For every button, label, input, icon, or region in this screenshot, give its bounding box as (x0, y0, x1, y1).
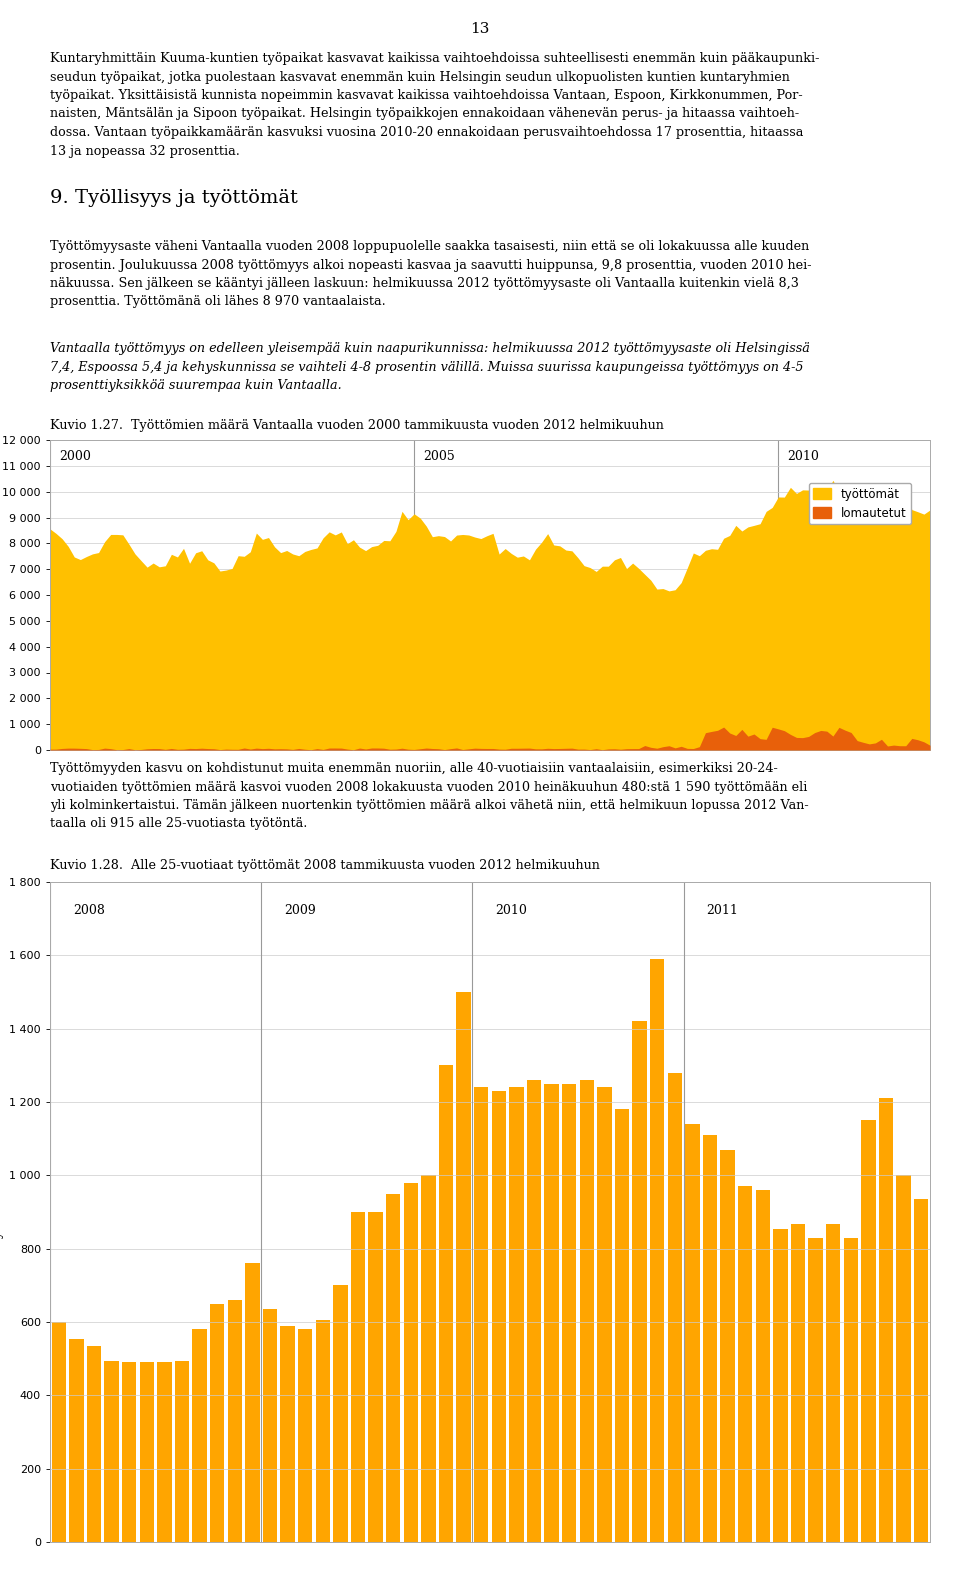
Bar (369, 1212, 383, 1542)
Bar (756, 1190, 770, 1542)
Bar (527, 1080, 541, 1542)
Bar (791, 1223, 805, 1542)
Bar (614, 1110, 629, 1542)
Bar (350, 1212, 365, 1542)
Text: Työttömyysaste väheni Vantaalla vuoden 2008 loppupuolelle saakka tasaisesti, nii: Työttömyysaste väheni Vantaalla vuoden 2… (50, 240, 811, 308)
Bar (492, 1091, 506, 1542)
Bar (386, 1193, 400, 1542)
Bar (245, 1264, 259, 1542)
Bar (633, 1022, 647, 1542)
Bar (210, 1303, 225, 1542)
Bar (316, 1320, 330, 1542)
Bar (562, 1083, 576, 1542)
Text: Kuvio 1.27.  Työttömien määrä Vantaalla vuoden 2000 tammikuusta vuoden 2012 helm: Kuvio 1.27. Työttömien määrä Vantaalla v… (50, 419, 664, 432)
Bar (139, 1363, 154, 1542)
Bar (175, 1361, 189, 1542)
Bar (650, 959, 664, 1542)
Y-axis label: työttömiä: työttömiä (0, 1182, 4, 1242)
Bar (86, 1345, 101, 1542)
Bar (439, 1066, 453, 1542)
Text: Kuvio 1.28.  Alle 25-vuotiaat työttömät 2008 tammikuusta vuoden 2012 helmikuuhun: Kuvio 1.28. Alle 25-vuotiaat työttömät 2… (50, 859, 600, 871)
Bar (192, 1330, 206, 1542)
Bar (456, 992, 470, 1542)
Bar (861, 1121, 876, 1542)
Bar (580, 1080, 594, 1542)
Bar (157, 1363, 172, 1542)
Bar (298, 1330, 312, 1542)
Legend: työttömät, lomautetut: työttömät, lomautetut (808, 484, 911, 524)
Text: Työttömyyden kasvu on kohdistunut muita enemmän nuoriin, alle 40-vuotiaisiin van: Työttömyyden kasvu on kohdistunut muita … (50, 761, 808, 831)
Bar (597, 1088, 612, 1542)
Text: Vantaalla työttömyys on edelleen yleisempää kuin naapurikunnissa: helmikuussa 20: Vantaalla työttömyys on edelleen yleisem… (50, 342, 810, 392)
Bar (52, 1322, 66, 1542)
Bar (914, 1199, 928, 1542)
Bar (509, 1088, 523, 1542)
Bar (844, 1237, 858, 1542)
Text: Kuntaryhmittäin Kuuma-kuntien työpaikat kasvavat kaikissa vaihtoehdoissa suhteel: Kuntaryhmittäin Kuuma-kuntien työpaikat … (50, 52, 820, 157)
Bar (685, 1124, 700, 1542)
Text: 2000: 2000 (60, 451, 91, 463)
Bar (122, 1363, 136, 1542)
Text: 9. Työllisyys ja työttömät: 9. Työllisyys ja työttömät (50, 188, 298, 207)
Bar (403, 1182, 418, 1542)
Text: 13: 13 (470, 22, 490, 36)
Bar (897, 1176, 911, 1542)
Bar (421, 1176, 436, 1542)
Bar (826, 1225, 840, 1542)
Bar (773, 1228, 787, 1542)
Bar (878, 1099, 893, 1542)
Bar (738, 1187, 753, 1542)
Bar (69, 1339, 84, 1542)
Text: 2011: 2011 (707, 904, 738, 917)
Bar (667, 1072, 682, 1542)
Bar (280, 1325, 295, 1542)
Bar (474, 1088, 489, 1542)
Bar (263, 1309, 277, 1542)
Bar (720, 1149, 734, 1542)
Bar (105, 1361, 119, 1542)
Bar (808, 1237, 823, 1542)
Bar (703, 1135, 717, 1542)
Bar (544, 1083, 559, 1542)
Text: 2010: 2010 (495, 904, 527, 917)
Bar (333, 1286, 348, 1542)
Bar (228, 1300, 242, 1542)
Text: 2005: 2005 (423, 451, 455, 463)
Text: 2008: 2008 (73, 904, 105, 917)
Text: 2010: 2010 (787, 451, 819, 463)
Text: 2009: 2009 (284, 904, 316, 917)
